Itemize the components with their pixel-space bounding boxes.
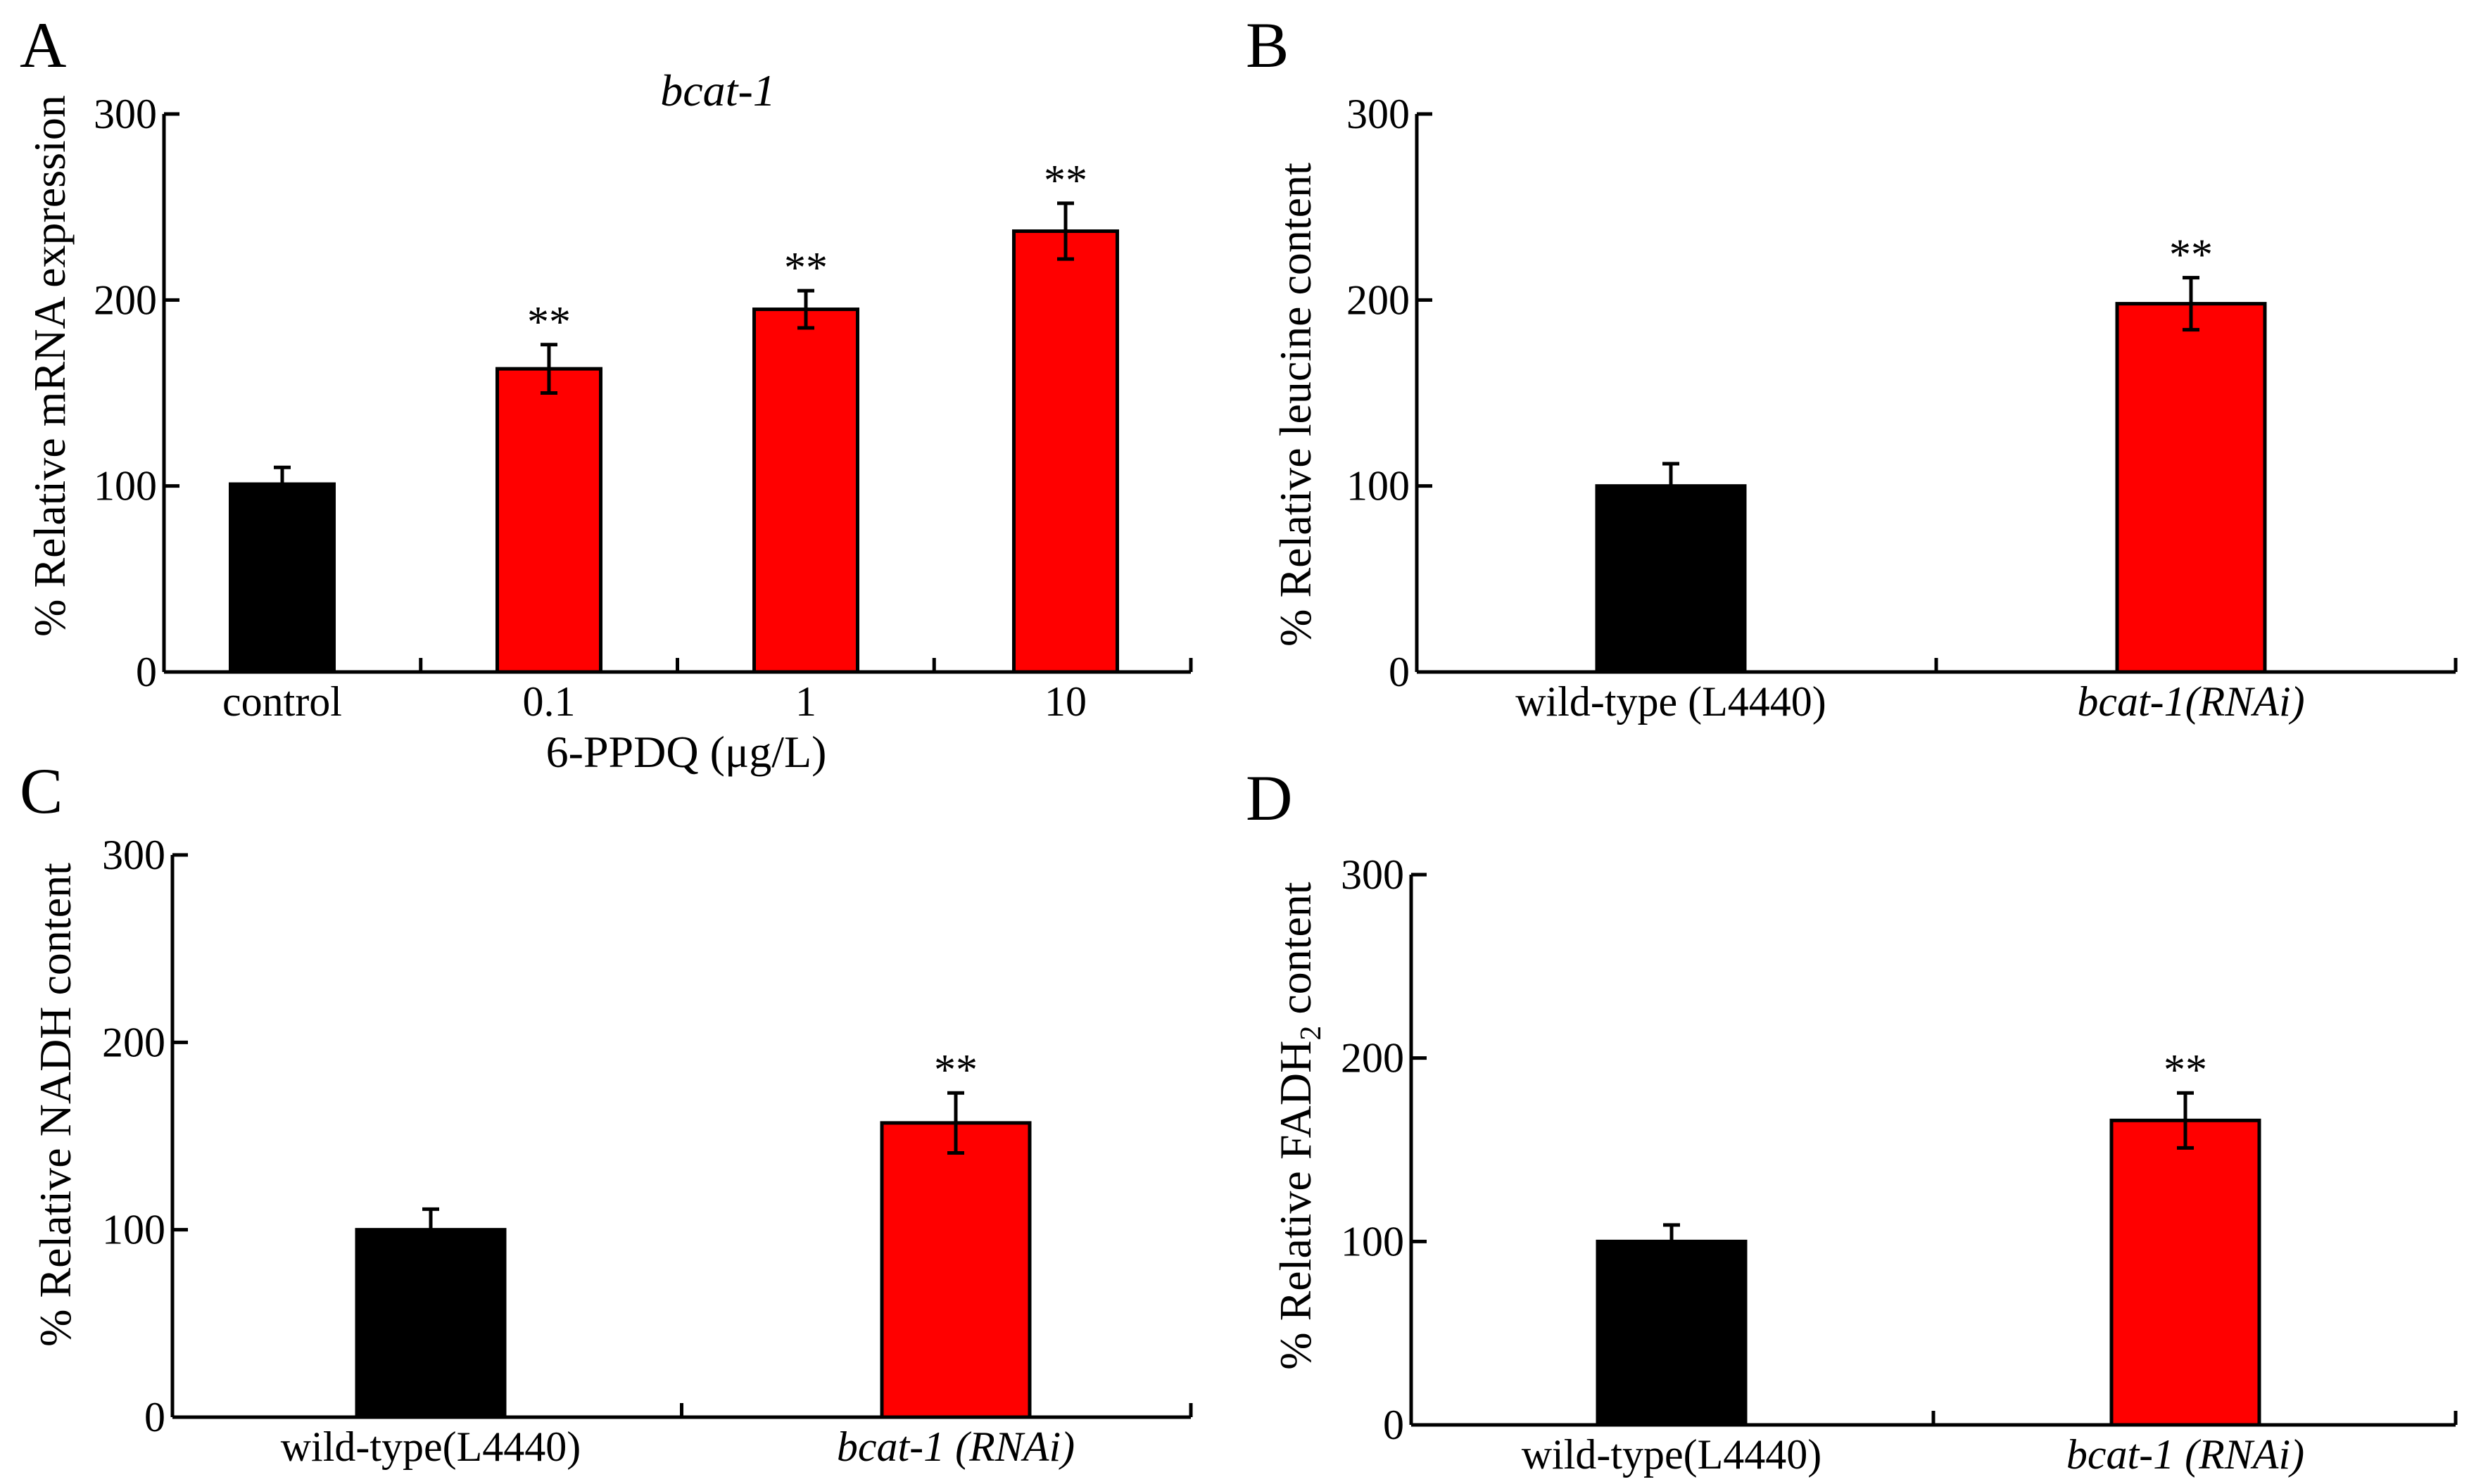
panel-d-y-axis-title: % Relative FADH2 content bbox=[1270, 882, 1327, 1370]
panel-a-category-label: 0.1 bbox=[523, 678, 576, 725]
panel-a-significance-mark: ** bbox=[784, 244, 828, 292]
panel-a-bar bbox=[229, 482, 336, 674]
panel-a-y-tick-label: 0 bbox=[136, 649, 157, 695]
panel-d-y-axis-title-subscript: 2 bbox=[1295, 1026, 1327, 1041]
panel-a-category-label: 10 bbox=[1044, 678, 1087, 725]
panel-d-y-tick-label: 200 bbox=[1341, 1035, 1404, 1082]
panel-a-category-label: 1 bbox=[795, 678, 816, 725]
panel-b-bar bbox=[1595, 484, 1747, 674]
panel-a-bar bbox=[495, 367, 602, 674]
panel-d: D % Relative FADH2 content 0 100 200 300 wil… bbox=[1246, 762, 2458, 1478]
panel-c-bar bbox=[880, 1121, 1032, 1419]
panel-a-plot: 0 100 200 300 control ** 0.1 ** 1 ** 10 bbox=[94, 91, 1193, 725]
panel-c-significance-mark: ** bbox=[934, 1046, 978, 1094]
panel-d-bar bbox=[1596, 1239, 1748, 1427]
panel-c-bar bbox=[355, 1228, 507, 1419]
panel-d-y-tick-label: 100 bbox=[1341, 1218, 1404, 1264]
panel-d-y-tick-label: 0 bbox=[1383, 1402, 1404, 1448]
panel-d-letter: D bbox=[1246, 762, 1292, 834]
panel-c-category-label: wild-type(L4440) bbox=[281, 1423, 581, 1470]
panel-b-category-label: wild-type (L4440) bbox=[1515, 678, 1826, 725]
panel-d-y-tick-label: 300 bbox=[1341, 851, 1404, 898]
panel-d-significance-mark: ** bbox=[2164, 1046, 2207, 1094]
panel-c-y-axis-title: % Relative NADH content bbox=[30, 863, 80, 1347]
panel-a-bar bbox=[752, 307, 859, 674]
panel-a-significance-mark: ** bbox=[1044, 157, 1087, 205]
panel-d-category-label: wild-type(L4440) bbox=[1522, 1431, 1822, 1478]
panel-b: B % Relative leucine content 0 100 200 300 w… bbox=[1246, 9, 2458, 725]
panel-c-plot: 0 100 200 300 wild-type(L4440) ** bcat-1 (RNAi… bbox=[102, 832, 1193, 1470]
panel-a-significance-mark: ** bbox=[527, 298, 571, 346]
panel-a-y-tick-label: 100 bbox=[94, 463, 157, 509]
panel-c-letter: C bbox=[20, 755, 63, 827]
panel-b-y-tick-label: 300 bbox=[1346, 91, 1410, 137]
panel-c-y-tick-label: 200 bbox=[102, 1019, 165, 1065]
panel-d-category-label: bcat-1 (RNAi) bbox=[2066, 1431, 2304, 1478]
panel-a-bar bbox=[1012, 229, 1119, 674]
panel-b-y-tick-label: 0 bbox=[1389, 649, 1410, 695]
panel-a-y-axis-title: % Relative mRNA expression bbox=[25, 95, 75, 637]
panel-b-plot: 0 100 200 300 wild-type (L4440) ** bcat-1(RNAi… bbox=[1346, 91, 2458, 725]
panel-d-bar bbox=[2109, 1118, 2261, 1427]
panel-b-y-axis-title: % Relative leucine content bbox=[1270, 163, 1320, 647]
panel-a-x-axis-title: 6-PPDQ (μg/L) bbox=[546, 727, 827, 777]
panel-c-category-label: bcat-1 (RNAi) bbox=[837, 1423, 1075, 1470]
panel-a: A bcat-1 % Relative mRNA expression 6-PP… bbox=[20, 9, 1193, 777]
panel-a-y-tick-label: 200 bbox=[94, 277, 157, 323]
panel-a-letter: A bbox=[20, 9, 66, 81]
panel-b-bar bbox=[2115, 302, 2267, 674]
panel-d-plot: 0 100 200 300 wild-type(L4440) ** bcat-1 (RNAi… bbox=[1341, 851, 2458, 1478]
panel-c-y-tick-label: 0 bbox=[144, 1394, 165, 1440]
panel-b-y-tick-label: 200 bbox=[1346, 277, 1410, 323]
panel-a-y-tick-label: 300 bbox=[94, 91, 157, 137]
panel-b-y-tick-label: 100 bbox=[1346, 463, 1410, 509]
panel-b-letter: B bbox=[1246, 9, 1289, 81]
panel-b-category-label: bcat-1(RNAi) bbox=[2077, 678, 2304, 725]
panel-c: C % Relative NADH content 0 100 200 300 wild… bbox=[20, 755, 1193, 1470]
panel-b-significance-mark: ** bbox=[2169, 232, 2213, 279]
panel-d-y-axis-title-suffix: content bbox=[1270, 882, 1320, 1026]
panel-a-category-label: control bbox=[222, 678, 342, 725]
panel-d-y-axis-title-main: % Relative FADH bbox=[1270, 1041, 1320, 1370]
panel-c-y-tick-label: 100 bbox=[102, 1207, 165, 1253]
panel-c-y-tick-label: 300 bbox=[102, 832, 165, 878]
panel-a-title: bcat-1 bbox=[660, 65, 776, 115]
